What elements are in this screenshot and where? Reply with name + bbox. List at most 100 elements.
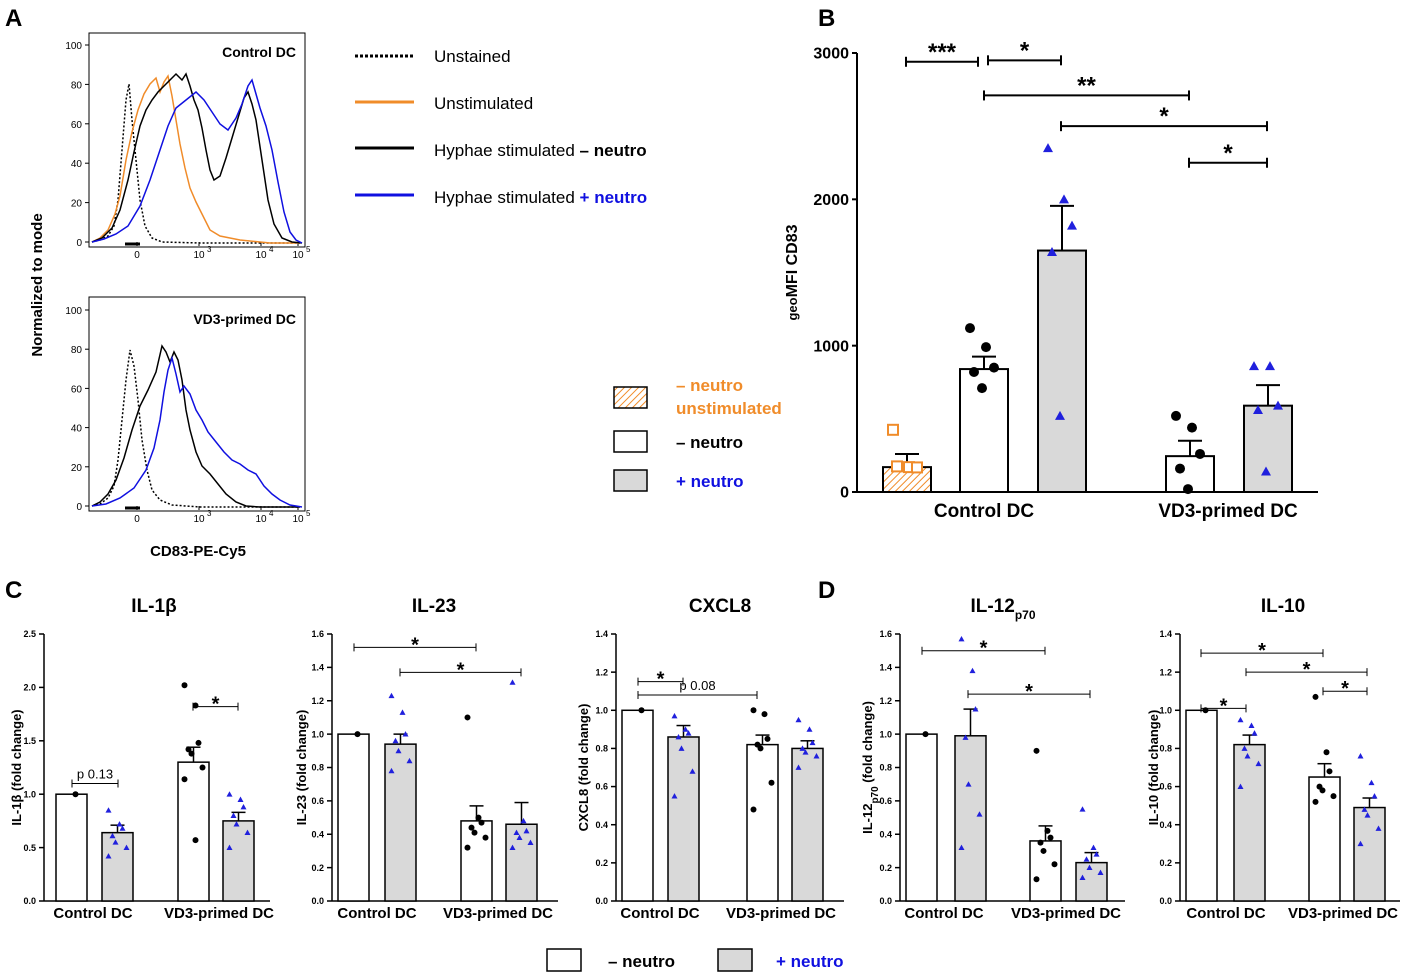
data-point-circle (981, 342, 991, 353)
data-point-circle (468, 824, 475, 831)
bar-plus-neutro-vd3 (791, 747, 824, 902)
data-point-circle (464, 714, 471, 721)
data-point-circle (764, 735, 771, 742)
y-tick-label: 3000 (813, 46, 849, 63)
data-point-circle (750, 707, 757, 714)
data-point-triangle (1261, 466, 1271, 476)
data-point-triangle (1055, 410, 1065, 420)
data-point-square (891, 460, 903, 473)
data-point-triangle (1083, 856, 1090, 862)
significance-label: * (1303, 659, 1311, 681)
data-point-triangle (406, 757, 413, 764)
data-point-circle (354, 731, 361, 738)
significance-label: ** (1077, 72, 1096, 99)
y-tick-label: 0.2 (1159, 858, 1172, 868)
data-point-circle (638, 707, 645, 714)
data-point-circle (1323, 749, 1330, 756)
hist-xtick-exp-control: 4 (269, 245, 274, 254)
data-point-circle (1033, 876, 1040, 883)
bar-plus-neutro-vd3 (1243, 404, 1293, 493)
data-point-triangle (1357, 840, 1364, 847)
significance-label: * (657, 669, 665, 691)
y-tick-label: 1.0 (1159, 705, 1172, 715)
histogram-frame-control (88, 32, 306, 248)
data-point-triangle (806, 726, 813, 732)
data-point-triangle (1265, 361, 1275, 371)
data-point-triangle (1090, 844, 1097, 850)
data-point-triangle (509, 679, 516, 685)
hist-ytick-label-vd3: 40 (71, 424, 83, 435)
data-point-circle (1051, 861, 1058, 868)
y-tick-label: 2.5 (23, 629, 36, 639)
significance-label: * (1159, 103, 1169, 130)
legend-label-b-minus: – neutro (676, 433, 743, 452)
data-point-triangle (1251, 730, 1258, 736)
bar-plus-neutro-control (954, 735, 987, 902)
data-point-triangle (802, 749, 809, 755)
panel-letter-a: A (5, 5, 22, 32)
legend-swatch-unstimulated (613, 386, 648, 409)
data-point-triangle (799, 745, 806, 751)
data-point-triangle (809, 739, 816, 746)
bar-plus-neutro-control (1233, 743, 1266, 902)
data-point-triangle (1241, 745, 1248, 751)
x-category-label: Control DC (53, 905, 132, 922)
data-point-triangle (226, 791, 233, 797)
hist-ytick-label-control: 40 (71, 159, 83, 170)
data-point-triangle (395, 747, 402, 754)
y-tick-label: 1.6 (879, 629, 892, 639)
data-point-triangle (1079, 874, 1086, 881)
y-tick-label: 0.4 (595, 820, 608, 830)
data-point-triangle (1086, 864, 1093, 871)
significance-label: * (1223, 140, 1233, 167)
hist-ytick-label-vd3: 0 (76, 502, 82, 513)
x-category-label: VD3-primed DC (1288, 905, 1398, 922)
y-tick-label: 1.4 (1159, 629, 1172, 639)
chart-il10: 0.0 0.2 0.4 0.6 0.8 1.0 1.2 1.4 IL-10 IL-10 (fold… (1146, 596, 1400, 922)
data-point-triangle (112, 839, 119, 845)
data-point-triangle (969, 667, 976, 674)
significance-label: *** (928, 39, 957, 66)
data-point-triangle (976, 811, 983, 817)
data-point-triangle (685, 730, 692, 736)
chart-b-cd83: 0 1000 2000 3000 geoMFI CD83 Control DC VD3-pr… (784, 37, 1318, 522)
panel-letter-c: C (5, 577, 22, 604)
data-point-triangle (1079, 806, 1086, 812)
data-point-circle (1195, 448, 1205, 459)
data-point-triangle (226, 844, 233, 850)
data-point-circle (922, 731, 929, 738)
y-tick-label: 0.6 (879, 796, 892, 806)
bar-plus-neutro-vd3 (222, 820, 255, 902)
data-point-triangle (105, 807, 112, 813)
significance-label: * (1025, 681, 1033, 703)
data-point-circle (192, 837, 199, 844)
data-point-circle (1187, 422, 1197, 433)
y-tick-label: 0.6 (311, 796, 324, 806)
y-tick-label: 0.8 (879, 763, 892, 773)
y-tick-label: 1.0 (311, 729, 324, 739)
data-point-triangle (1067, 220, 1077, 230)
data-point-triangle (671, 713, 678, 719)
bar-minus-neutro-control (337, 733, 370, 902)
hist-hyphae-minus-neutro-vd3 (91, 344, 300, 508)
chart-il23: 0.0 0.2 0.4 0.6 0.8 1.0 1.2 1.4 1.6 IL-23 IL-23 (f… (294, 596, 558, 922)
y-tick-label: 0.8 (311, 763, 324, 773)
y-axis-label: CXCL8 (fold change) (576, 704, 591, 832)
data-point-triangle (1368, 779, 1375, 786)
panel-letter-b: B (818, 5, 835, 32)
hist-xtick-label-control: 10 (255, 250, 267, 261)
data-point-circle (977, 383, 987, 394)
significance-label: * (1020, 37, 1030, 64)
y-axis-label: IL-12p70 (fold change) (860, 701, 881, 834)
bottom-legend-swatch-minus (546, 948, 582, 972)
bar-minus-neutro-control (55, 793, 88, 902)
data-point-square (887, 423, 899, 436)
chart-il12p70: 0.0 0.2 0.4 0.6 0.8 1.0 1.2 1.4 1.6 IL-12p70 IL-12… (860, 596, 1125, 922)
data-point-triangle (1273, 400, 1283, 410)
hist-xtick-label-vd3: 10 (255, 514, 267, 525)
data-point-triangle (675, 733, 682, 740)
data-point-circle (478, 819, 485, 826)
legend-swatch-minus-neutro (613, 430, 648, 453)
data-point-triangle (1375, 825, 1382, 831)
data-point-circle (1183, 484, 1193, 495)
